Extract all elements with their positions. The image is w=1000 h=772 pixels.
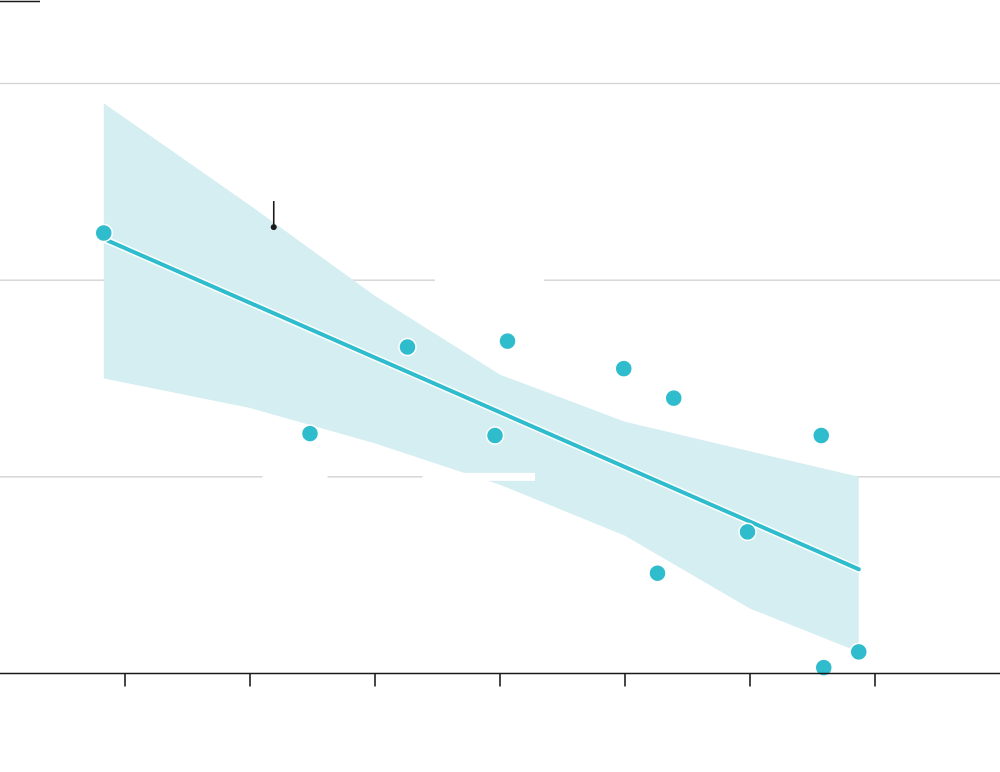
data-point [664,388,683,408]
trend-line-stroke [101,236,861,572]
data-point [614,359,633,378]
confidence-band [103,103,859,652]
data-point [300,424,320,443]
data-point [485,426,505,445]
data-point [849,642,868,662]
trend-line [100,235,863,573]
label-masks [262,276,544,481]
data-point [94,223,113,243]
data-point [812,426,831,445]
data-point [398,337,417,357]
label-mask [262,472,328,481]
label-mask [422,472,535,481]
annotation-dot [270,224,277,231]
label-mask [435,276,544,285]
data-points [94,223,868,677]
x-axis [0,672,1000,687]
annotation-marker [270,201,277,231]
data-point [738,522,757,542]
confidence-band-area [103,103,859,652]
data-point [648,563,667,583]
data-point [498,331,517,351]
data-point [814,658,833,677]
